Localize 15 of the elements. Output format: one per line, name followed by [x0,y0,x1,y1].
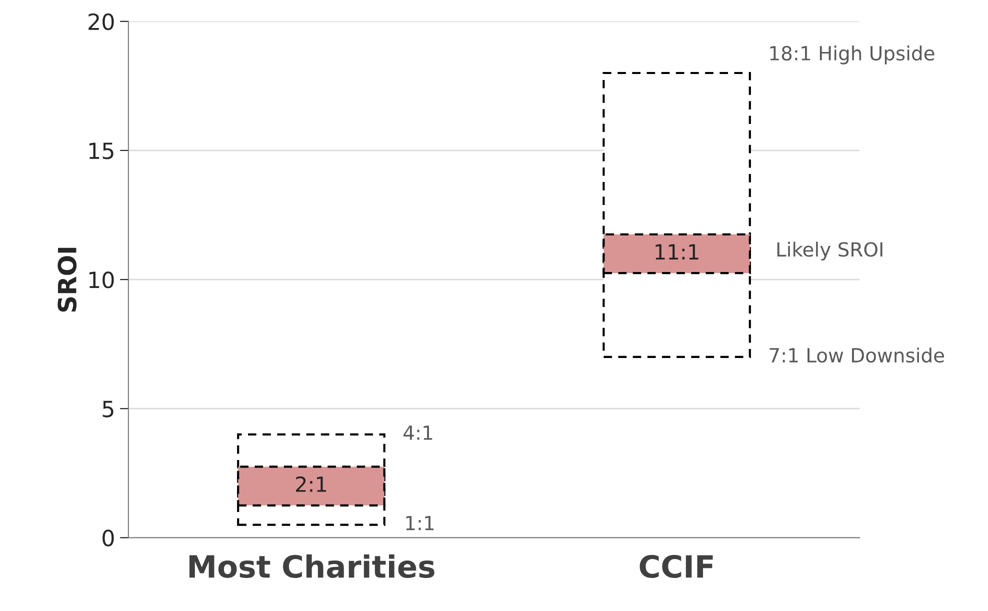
y-axis-title: SROI [58,248,77,312]
x-tick-label: Most Charities [189,554,434,578]
annotation: 7:1 Low Downside [770,348,944,363]
y-tick-label: 5 [102,400,114,418]
y-tick-label: 0 [102,530,114,546]
y-tick-label: 15 [89,142,114,160]
x-tick-label: CCIF [640,554,713,578]
annotation: 1:1 [406,516,434,530]
annotation: 18:1 High Upside [770,46,934,64]
annotation: Likely SROI [777,242,882,261]
y-tick-label: 10 [89,271,114,288]
data-label: 11:1 [656,244,698,260]
annotation: 4:1 [404,426,432,440]
y-tick-label: 20 [88,13,114,30]
data-label: 2:1 [296,476,326,492]
